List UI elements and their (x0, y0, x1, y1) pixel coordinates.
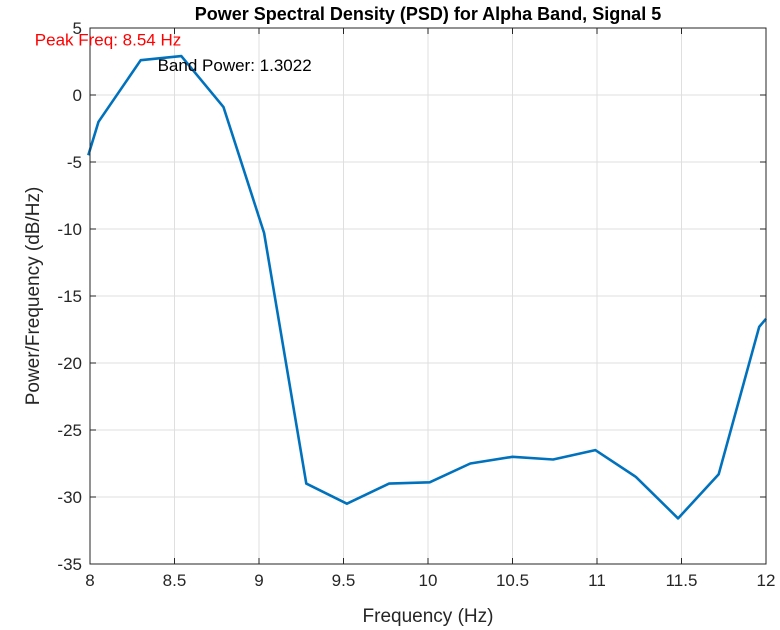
x-tick-label: 9.5 (332, 571, 356, 590)
x-tick-label: 8.5 (163, 571, 187, 590)
peak-freq-annotation: Peak Freq: 8.54 Hz (35, 30, 181, 49)
band-power-annotation: Band Power: 1.3022 (158, 56, 312, 75)
y-tick-label: -10 (57, 220, 82, 239)
y-axis-label: Power/Frequency (dB/Hz) (23, 187, 44, 406)
y-tick-label: -35 (57, 555, 82, 574)
y-tick-label: -25 (57, 421, 82, 440)
x-axis-label: Frequency (Hz) (363, 606, 494, 627)
x-tick-label: 11 (588, 571, 606, 590)
y-tick-label: -15 (57, 287, 82, 306)
x-tick-label: 12 (757, 571, 776, 590)
x-tick-label: 9 (254, 571, 263, 590)
x-tick-label: 10 (419, 571, 438, 590)
chart-title: Power Spectral Density (PSD) for Alpha B… (195, 4, 661, 24)
y-tick-label: -5 (67, 153, 82, 172)
y-tick-label: -20 (57, 354, 82, 373)
y-tick-label: -30 (57, 488, 82, 507)
x-tick-label: 10.5 (496, 571, 529, 590)
x-tick-label: 11.5 (666, 571, 698, 590)
x-tick-label: 8 (85, 571, 94, 590)
y-tick-label: 0 (73, 86, 82, 105)
